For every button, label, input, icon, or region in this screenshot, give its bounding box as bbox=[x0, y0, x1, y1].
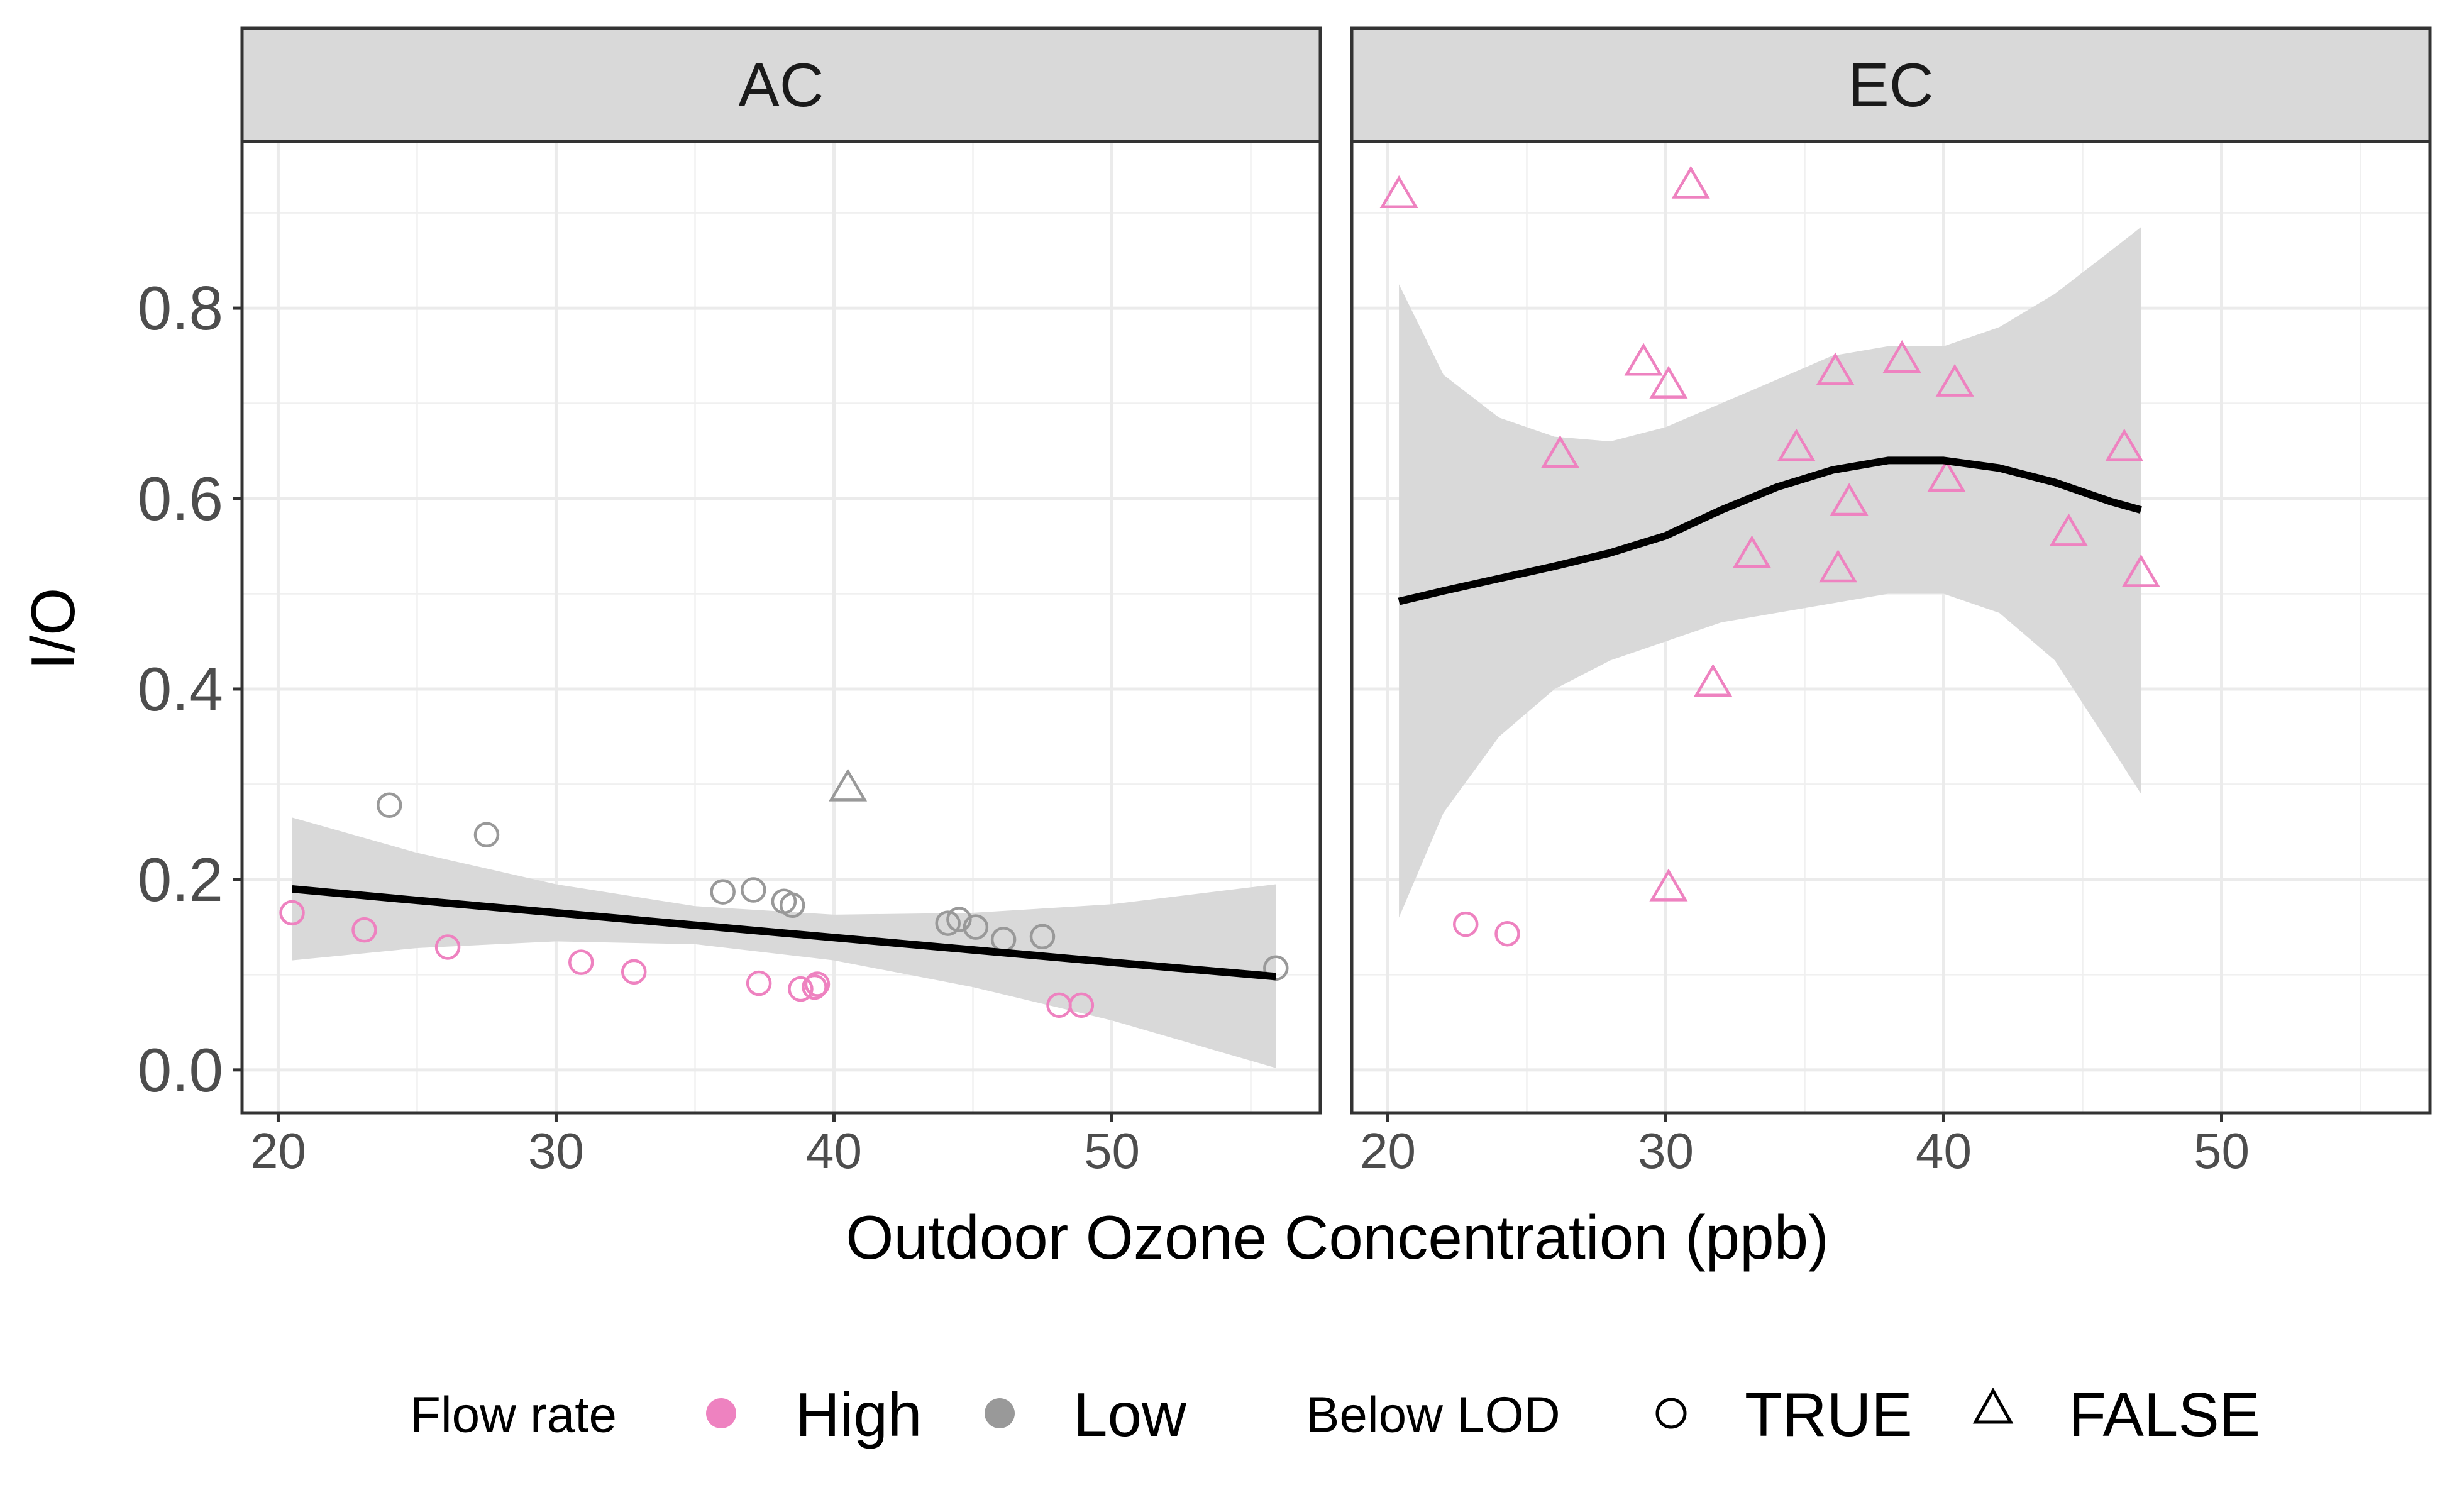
data-point-circle bbox=[788, 976, 814, 1002]
data-point-circle bbox=[279, 900, 305, 926]
data-point-triangle bbox=[2121, 554, 2160, 587]
data-point-circle bbox=[1068, 992, 1095, 1018]
x-tick-label: 20 bbox=[250, 1123, 306, 1179]
legend-low-key bbox=[985, 1398, 1015, 1428]
data-point-circle bbox=[473, 822, 500, 847]
data-point-triangle bbox=[2105, 428, 2144, 461]
legend-high-label: High bbox=[795, 1380, 922, 1449]
data-point-circle bbox=[1263, 955, 1289, 981]
data-point-circle bbox=[746, 970, 772, 996]
y-tick-label: 0.2 bbox=[138, 845, 223, 914]
confidence-ribbon bbox=[292, 817, 1276, 1068]
y-tick-label: 0.0 bbox=[138, 1035, 223, 1105]
data-point-circle bbox=[1494, 920, 1520, 947]
data-point-triangle bbox=[1624, 343, 1663, 376]
x-tick-label: 40 bbox=[1916, 1123, 1972, 1179]
data-point-circle bbox=[621, 959, 647, 985]
legend-true-label: TRUE bbox=[1745, 1380, 1913, 1449]
data-point-triangle bbox=[1816, 352, 1855, 385]
data-point-circle bbox=[802, 974, 827, 1000]
strip-label: EC bbox=[1848, 50, 1933, 119]
x-tick-label: 50 bbox=[2194, 1123, 2250, 1179]
panel-border bbox=[240, 140, 1322, 1115]
data-point-triangle bbox=[1935, 363, 1974, 397]
data-point-circle bbox=[351, 917, 377, 943]
x-tick-label: 20 bbox=[1360, 1123, 1416, 1179]
data-point-circle bbox=[1452, 911, 1479, 937]
data-point-triangle bbox=[1694, 663, 1733, 697]
data-point-circle bbox=[710, 879, 736, 905]
strip-background bbox=[1350, 26, 2432, 143]
strip-label: AC bbox=[738, 50, 824, 119]
data-point-circle bbox=[804, 971, 831, 997]
data-point-triangle bbox=[829, 768, 868, 802]
fit-line bbox=[1398, 456, 2142, 605]
data-point-triangle bbox=[1649, 868, 1688, 902]
panel-ac: AC 20 30 40 50 bbox=[240, 26, 1322, 1179]
panels-layer: AC 20 30 40 50 EC 20 30 40 50 bbox=[240, 26, 2432, 1179]
x-tick-label: 30 bbox=[528, 1123, 584, 1179]
y-tick-label: 0.8 bbox=[138, 273, 223, 343]
data-point-circle bbox=[377, 792, 402, 818]
legend-high-key bbox=[706, 1398, 736, 1428]
legend-false-key bbox=[1972, 1387, 2014, 1424]
y-axis: 0.0 0.2 0.4 0.6 0.8 bbox=[138, 273, 242, 1105]
x-tick-label: 30 bbox=[1638, 1123, 1694, 1179]
legend-false-label: FALSE bbox=[2068, 1380, 2260, 1449]
data-point-circle bbox=[568, 949, 594, 975]
data-point-triangle bbox=[1671, 165, 1710, 199]
strip-background bbox=[240, 26, 1322, 143]
data-point-triangle bbox=[1649, 365, 1688, 399]
legend: Flow rate High Low Below LOD TRUE FALSE bbox=[410, 1380, 2260, 1449]
data-point-triangle bbox=[1830, 483, 1869, 516]
panel-border bbox=[1350, 140, 2432, 1115]
data-point-circle bbox=[935, 910, 961, 936]
legend-true-key bbox=[1655, 1398, 1687, 1429]
data-point-triangle bbox=[1732, 535, 1772, 568]
legend-low-label: Low bbox=[1073, 1380, 1187, 1449]
data-point-circle bbox=[779, 892, 805, 919]
y-tick-label: 0.6 bbox=[138, 464, 223, 533]
x-axis-title: Outdoor Ozone Concentration (ppb) bbox=[846, 1203, 1828, 1272]
data-point-circle bbox=[1029, 924, 1056, 950]
confidence-ribbon bbox=[1399, 227, 2141, 918]
data-point-circle bbox=[963, 914, 989, 940]
data-point-circle bbox=[946, 907, 972, 932]
x-tick-label: 50 bbox=[1084, 1123, 1140, 1179]
y-tick-label: 0.4 bbox=[138, 654, 223, 724]
legend-flow-title: Flow rate bbox=[410, 1387, 617, 1443]
data-point-triangle bbox=[1882, 339, 1921, 373]
data-point-triangle bbox=[2049, 513, 2088, 546]
panel-ec: EC 20 30 40 50 bbox=[1350, 26, 2432, 1179]
legend-lod-title: Below LOD bbox=[1306, 1387, 1560, 1443]
data-point-circle bbox=[741, 877, 766, 903]
x-tick-label: 40 bbox=[806, 1123, 862, 1179]
data-point-triangle bbox=[1818, 549, 1858, 583]
data-point-circle bbox=[434, 934, 461, 960]
data-point-triangle bbox=[1540, 435, 1580, 468]
data-point-triangle bbox=[1927, 459, 1966, 492]
y-axis-title: I/O bbox=[18, 588, 87, 670]
fit-line bbox=[292, 885, 1276, 981]
data-point-triangle bbox=[1379, 175, 1418, 208]
data-point-triangle bbox=[1777, 428, 1816, 461]
